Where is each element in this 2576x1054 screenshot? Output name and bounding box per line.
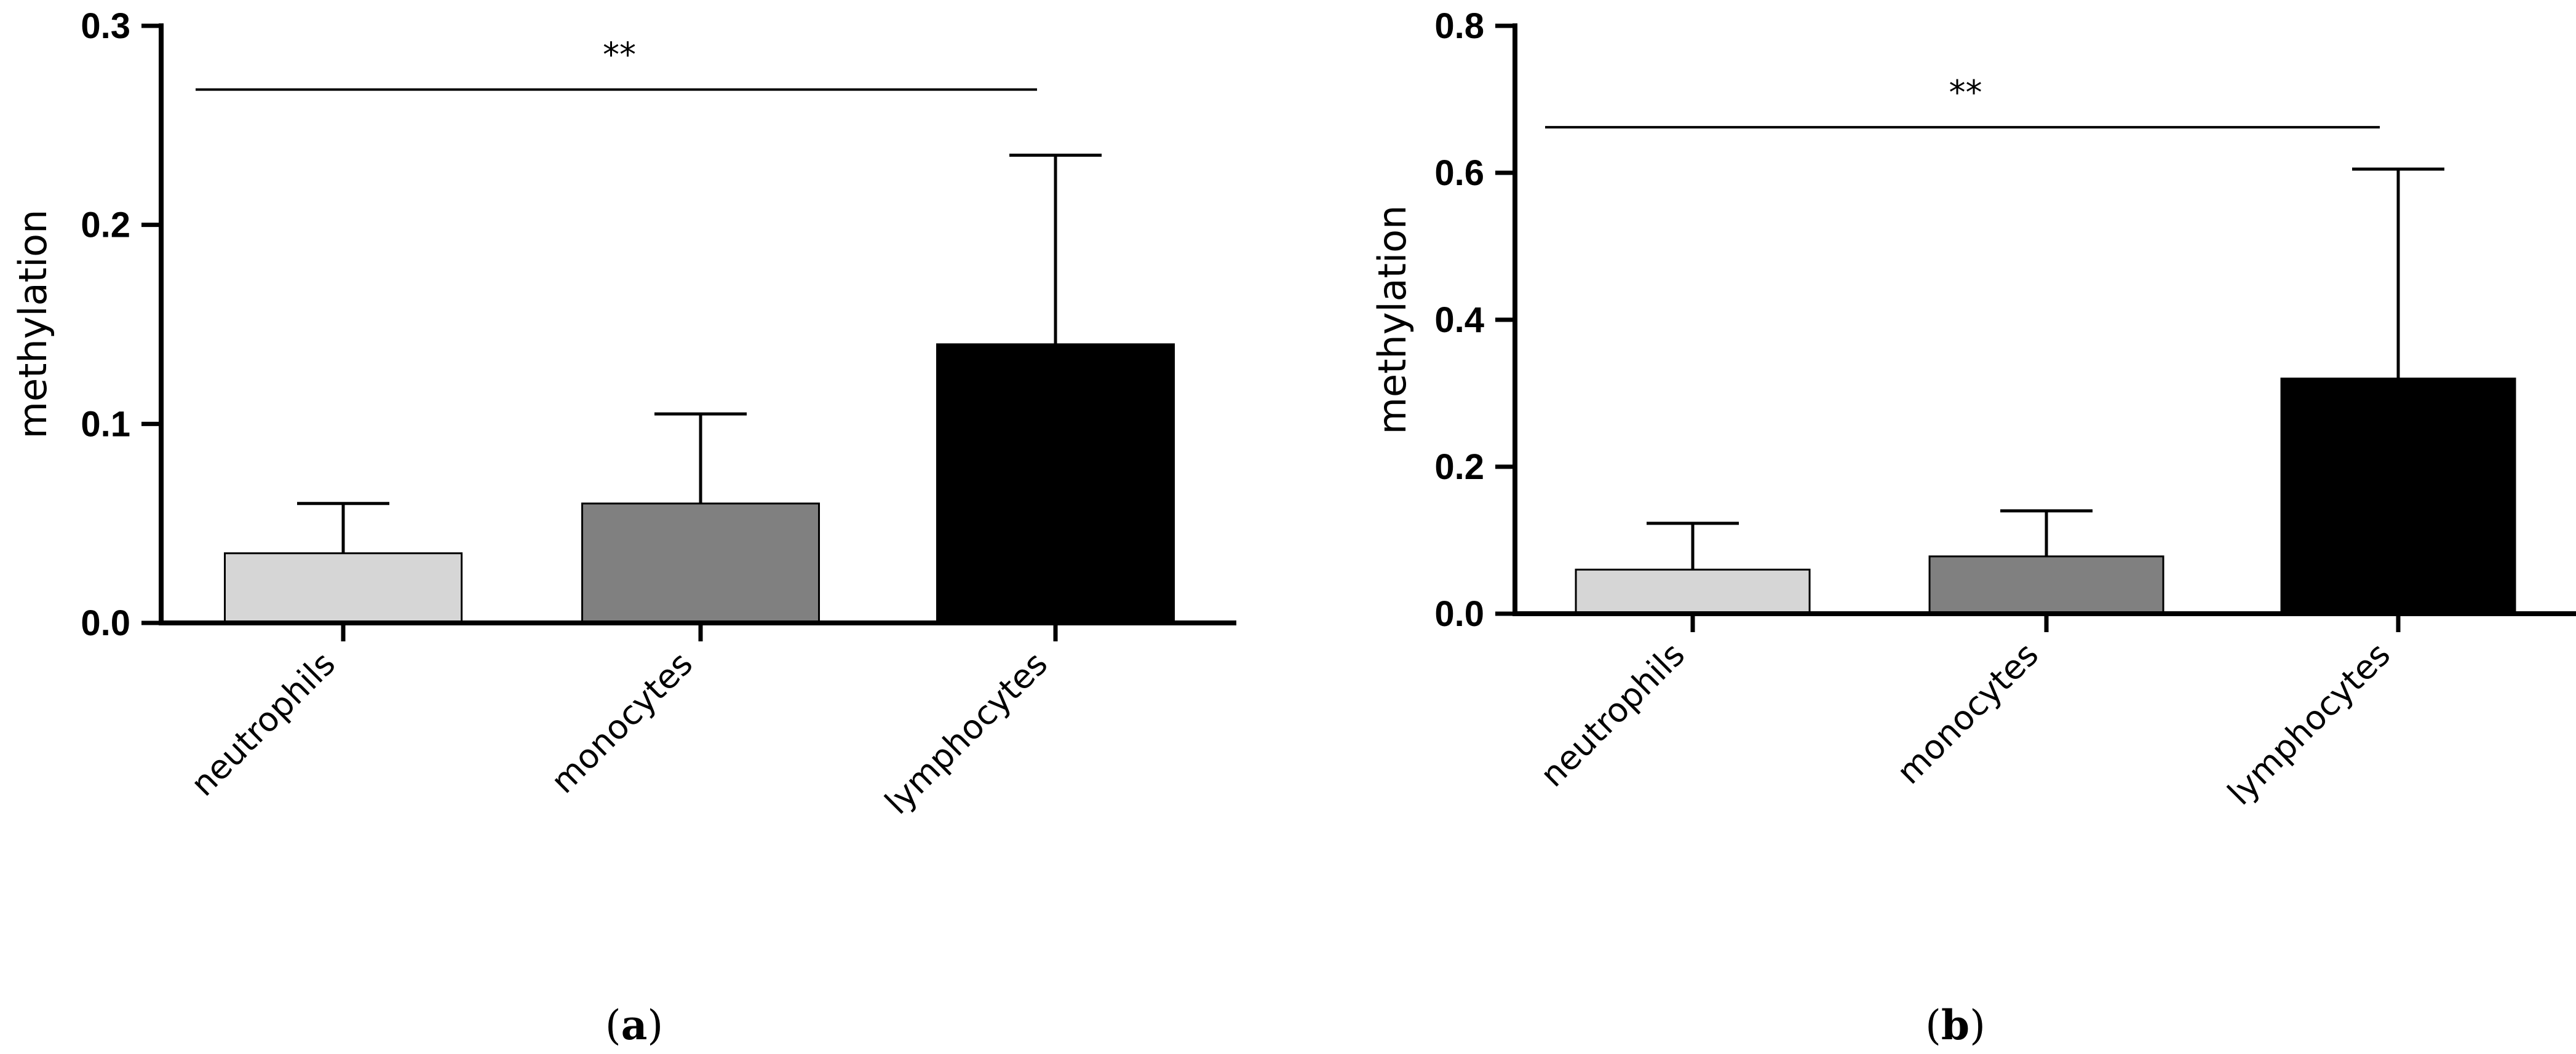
y-tick-label: 0.2 (81, 205, 130, 245)
y-tick-label: 0.1 (81, 404, 130, 444)
error-bar-lymphocytes (2352, 167, 2444, 379)
x-category-label: neutrophils (1533, 635, 1692, 794)
panel-label-letter: a (621, 1001, 648, 1049)
bar-lymphocytes (936, 343, 1175, 624)
error-bar-lymphocytes (1009, 153, 1102, 344)
y-tick-label: 0.0 (81, 603, 130, 643)
bar-monocytes (1928, 555, 2165, 615)
x-category-label: neutrophils (183, 644, 343, 804)
panel-label-letter: b (1941, 1001, 1970, 1049)
y-tick-label: 0.0 (1434, 594, 1484, 634)
panel-label: (b) (1925, 1001, 1986, 1049)
chart-panel-b: 0.0 0.2 0.4 0.6 0.8 neutrophils monocytes lymph… (1370, 6, 2576, 1049)
chart-panel-a: 0.0 0.1 0.2 0.3 neutrophils monocytes lymphocy… (10, 6, 1236, 1049)
significance-label: ** (603, 36, 636, 74)
y-tick-label: 0.8 (1434, 6, 1484, 46)
error-bar-monocytes (654, 412, 747, 504)
x-category-label: monocytes (544, 644, 701, 801)
y-axis-label: methylation (10, 210, 55, 439)
y-axis-label: methylation (1370, 205, 1415, 435)
error-bar-monocytes (2000, 509, 2093, 557)
x-category-label: lymphocytes (2220, 635, 2398, 813)
y-tick-label: 0.2 (1434, 447, 1484, 487)
x-category-label: monocytes (1890, 635, 2046, 792)
y-tick-label: 0.6 (1434, 153, 1484, 193)
panel-label: (a) (605, 1001, 663, 1049)
y-tick-label: 0.4 (1434, 300, 1484, 340)
x-category-label: lymphocytes (877, 644, 1055, 822)
error-bar-neutrophils (1647, 521, 1739, 570)
y-tick-label: 0.3 (81, 6, 130, 46)
bar-lymphocytes (2280, 378, 2516, 615)
significance-label: ** (1949, 73, 1982, 112)
bar-neutrophils (224, 552, 463, 624)
bar-neutrophils (1575, 568, 1811, 615)
error-bar-neutrophils (297, 502, 389, 553)
bar-monocytes (581, 502, 820, 624)
